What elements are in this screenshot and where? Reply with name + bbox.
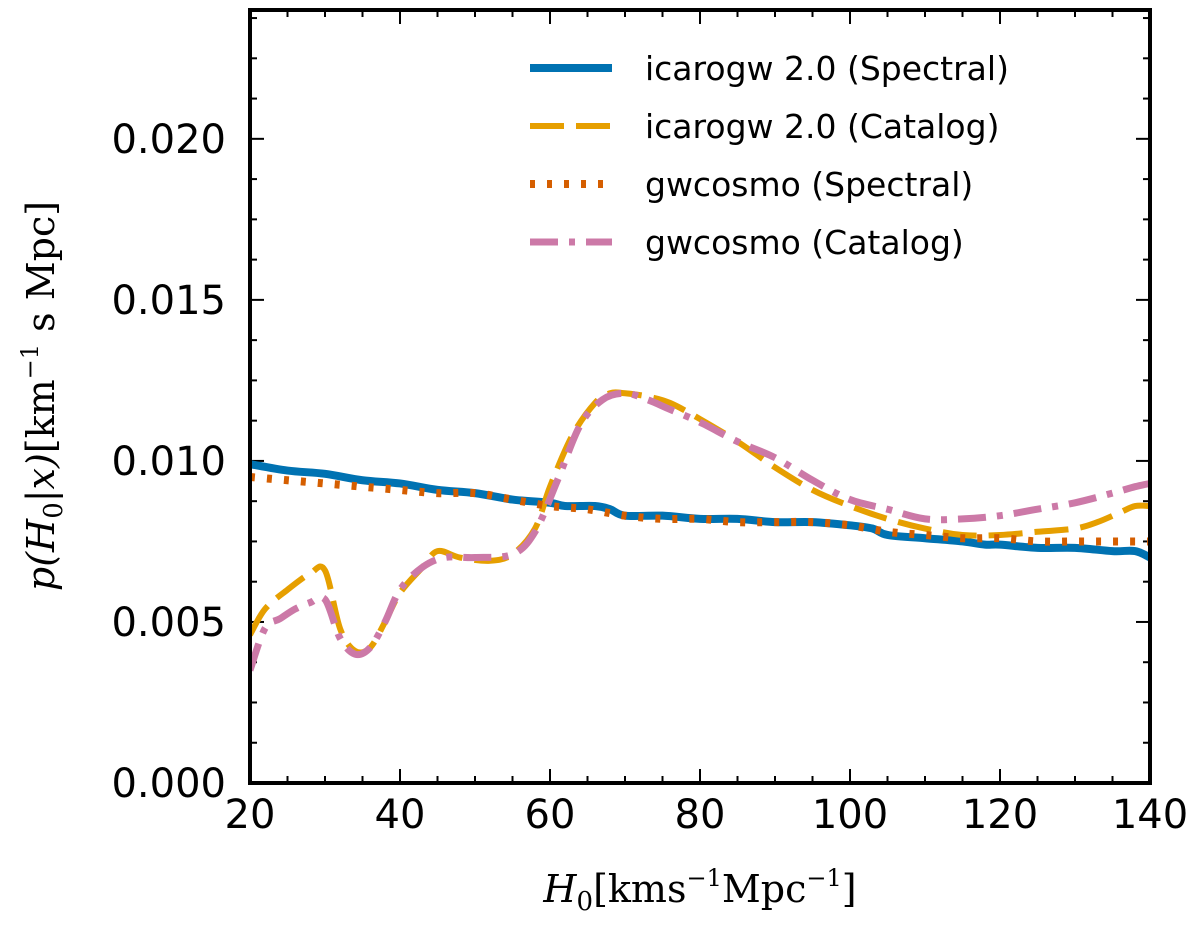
y-tick-labels: 0.000 0.005 0.010 0.015 0.020 [111,117,226,807]
y-tick-label: 0.010 [111,439,226,485]
legend: icarogw 2.0 (Spectral) icarogw 2.0 (Catal… [530,49,1009,262]
y-tick-label: 0.000 [111,761,226,807]
x-axis-label: H0[kms−1Mpc−1] [542,864,856,917]
series-line-1 [250,460,1150,562]
x-tick-label: 140 [1112,792,1188,838]
plot-frame [248,8,1152,785]
legend-label-1: icarogw 2.0 (Spectral) [645,49,1009,88]
x-tick-label: 20 [225,792,276,838]
x-tick-label: 100 [812,792,888,838]
y-axis-label: p(H0|x)[km−1 s Mpc] [16,201,69,591]
legend-label-3: gwcosmo (Spectral) [645,165,973,204]
x-tick-label: 40 [375,792,426,838]
y-tick-label: 0.005 [111,600,226,646]
x-tick-labels: 20 40 60 80 100 120 140 [225,792,1189,838]
legend-label-4: gwcosmo (Catalog) [645,223,964,262]
legend-label-2: icarogw 2.0 (Catalog) [645,107,999,146]
x-tick-label: 80 [675,792,726,838]
series-line-4 [250,389,1150,672]
x-tick-label: 60 [525,792,576,838]
y-tick-label: 0.015 [111,278,226,324]
series-lines [250,389,1150,672]
y-tick-label: 0.020 [111,117,226,163]
x-tick-label: 120 [962,792,1038,838]
